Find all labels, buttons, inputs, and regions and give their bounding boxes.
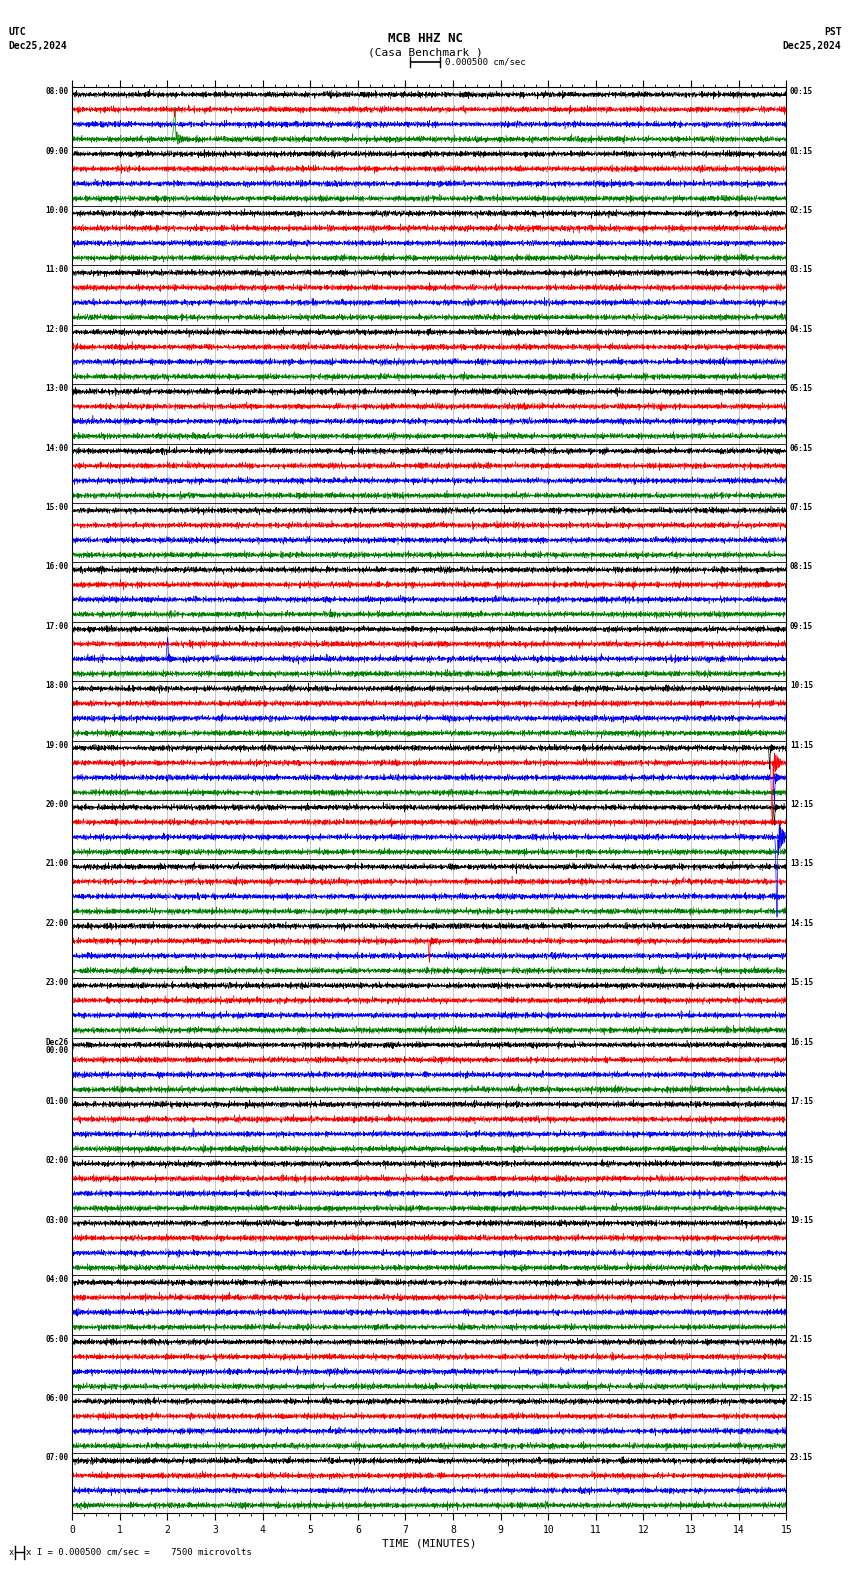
- X-axis label: TIME (MINUTES): TIME (MINUTES): [382, 1538, 477, 1549]
- Text: Dec26
00:00: Dec26 00:00: [46, 1038, 69, 1055]
- Text: 08:00: 08:00: [46, 87, 69, 97]
- Text: 06:00: 06:00: [46, 1394, 69, 1403]
- Text: 04:15: 04:15: [790, 325, 813, 334]
- Text: 06:15: 06:15: [790, 444, 813, 453]
- Text: 22:15: 22:15: [790, 1394, 813, 1403]
- Text: 11:00: 11:00: [46, 265, 69, 274]
- Text: 03:00: 03:00: [46, 1217, 69, 1224]
- Text: 15:00: 15:00: [46, 504, 69, 512]
- Text: 07:15: 07:15: [790, 504, 813, 512]
- Text: 09:00: 09:00: [46, 146, 69, 155]
- Text: 12:00: 12:00: [46, 325, 69, 334]
- Text: 21:00: 21:00: [46, 859, 69, 868]
- Text: 10:00: 10:00: [46, 206, 69, 215]
- Text: 0.000500 cm/sec: 0.000500 cm/sec: [445, 57, 525, 67]
- Text: 11:15: 11:15: [790, 740, 813, 749]
- Text: 14:15: 14:15: [790, 919, 813, 928]
- Text: 20:15: 20:15: [790, 1275, 813, 1285]
- Text: 17:15: 17:15: [790, 1096, 813, 1106]
- Text: 05:15: 05:15: [790, 385, 813, 393]
- Text: 08:15: 08:15: [790, 562, 813, 572]
- Text: 01:00: 01:00: [46, 1096, 69, 1106]
- Text: 04:00: 04:00: [46, 1275, 69, 1285]
- Text: 23:15: 23:15: [790, 1454, 813, 1462]
- Text: 13:15: 13:15: [790, 859, 813, 868]
- Text: 12:15: 12:15: [790, 800, 813, 809]
- Text: Dec25,2024: Dec25,2024: [8, 41, 67, 51]
- Text: 18:15: 18:15: [790, 1156, 813, 1166]
- Text: 22:00: 22:00: [46, 919, 69, 928]
- Text: 03:15: 03:15: [790, 265, 813, 274]
- Text: x: x: [8, 1548, 14, 1557]
- Text: Dec25,2024: Dec25,2024: [783, 41, 842, 51]
- Text: 23:00: 23:00: [46, 979, 69, 987]
- Text: 18:00: 18:00: [46, 681, 69, 691]
- Text: UTC: UTC: [8, 27, 26, 36]
- Text: 15:15: 15:15: [790, 979, 813, 987]
- Text: 20:00: 20:00: [46, 800, 69, 809]
- Text: 16:15: 16:15: [790, 1038, 813, 1047]
- Text: 13:00: 13:00: [46, 385, 69, 393]
- Text: PST: PST: [824, 27, 842, 36]
- Text: 02:15: 02:15: [790, 206, 813, 215]
- Text: 00:15: 00:15: [790, 87, 813, 97]
- Text: MCB HHZ NC: MCB HHZ NC: [388, 32, 462, 44]
- Text: (Casa Benchmark ): (Casa Benchmark ): [367, 48, 483, 57]
- Text: 21:15: 21:15: [790, 1334, 813, 1343]
- Text: 10:15: 10:15: [790, 681, 813, 691]
- Text: 19:00: 19:00: [46, 740, 69, 749]
- Text: 07:00: 07:00: [46, 1454, 69, 1462]
- Text: 01:15: 01:15: [790, 146, 813, 155]
- Text: 17:00: 17:00: [46, 621, 69, 630]
- Text: 02:00: 02:00: [46, 1156, 69, 1166]
- Text: 09:15: 09:15: [790, 621, 813, 630]
- Text: 16:00: 16:00: [46, 562, 69, 572]
- Text: 19:15: 19:15: [790, 1217, 813, 1224]
- Text: x I = 0.000500 cm/sec =    7500 microvolts: x I = 0.000500 cm/sec = 7500 microvolts: [26, 1548, 252, 1557]
- Text: 14:00: 14:00: [46, 444, 69, 453]
- Text: 05:00: 05:00: [46, 1334, 69, 1343]
